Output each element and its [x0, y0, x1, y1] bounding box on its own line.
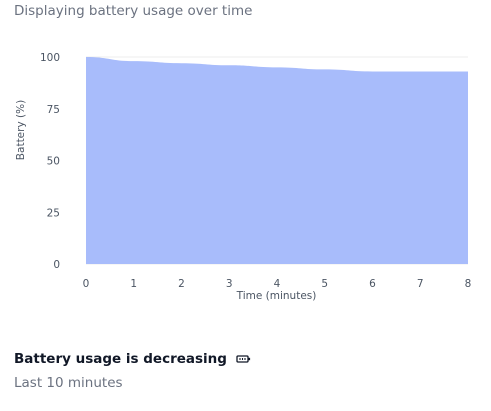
y-tick-label-100: 100 [40, 52, 60, 64]
x-tick-label-1: 1 [130, 278, 137, 290]
data-point-6[interactable] [370, 68, 376, 74]
chart-footer: Battery usage is decreasing Last 10 minu… [14, 351, 251, 391]
x-axis-title: Time (minutes) [236, 290, 317, 302]
footer-title-row: Battery usage is decreasing [14, 351, 251, 367]
data-point-2[interactable] [179, 60, 185, 66]
y-axis-title: Battery (%) [15, 100, 27, 160]
x-tick-label-0: 0 [83, 278, 90, 290]
battery-icon [236, 353, 251, 365]
y-tick-label-0: 0 [53, 259, 60, 271]
area-series [83, 54, 471, 264]
data-point-5[interactable] [322, 66, 328, 72]
battery-area-chart: 0 25 50 75 100 0 1 2 3 4 5 6 7 8 Time (minutes) Batt… [0, 0, 491, 320]
battery-area[interactable] [86, 57, 468, 264]
x-tick-label-3: 3 [226, 278, 233, 290]
data-point-8[interactable] [465, 68, 471, 74]
time-range-label: Last 10 minutes [14, 375, 251, 391]
data-point-3[interactable] [226, 62, 232, 68]
x-tick-label-6: 6 [369, 278, 376, 290]
x-tick-label-8: 8 [465, 278, 472, 290]
data-point-7[interactable] [417, 68, 423, 74]
x-tick-label-4: 4 [274, 278, 281, 290]
trend-headline: Battery usage is decreasing [14, 351, 227, 367]
x-tick-label-7: 7 [417, 278, 424, 290]
x-tick-label-2: 2 [178, 278, 185, 290]
data-point-4[interactable] [274, 64, 280, 70]
y-axis-ticks: 0 25 50 75 100 [40, 52, 60, 271]
data-point-1[interactable] [131, 58, 137, 64]
y-tick-label-25: 25 [47, 207, 60, 219]
y-tick-label-75: 75 [47, 104, 60, 116]
x-axis-ticks: 0 1 2 3 4 5 6 7 8 [83, 278, 472, 290]
y-tick-label-50: 50 [47, 156, 60, 168]
x-tick-label-5: 5 [321, 278, 328, 290]
data-point-0[interactable] [83, 54, 89, 60]
